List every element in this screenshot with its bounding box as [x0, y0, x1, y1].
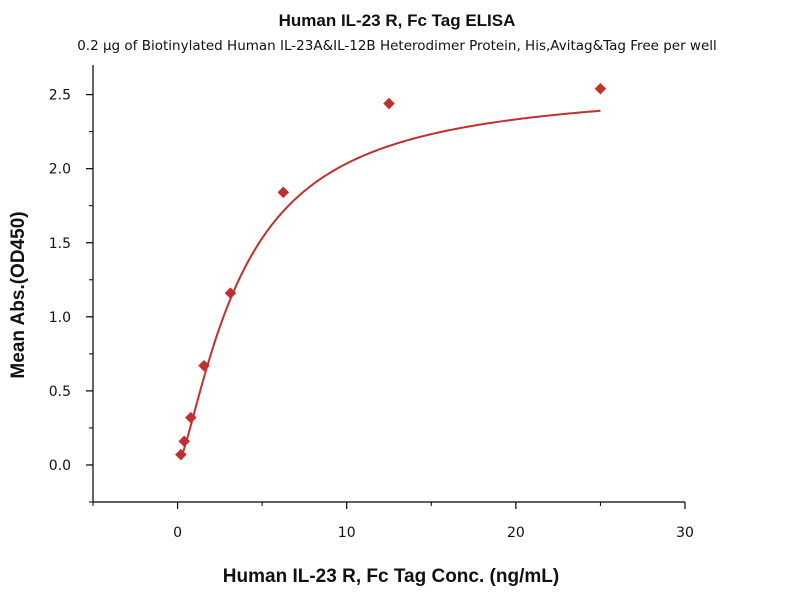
data-point	[175, 448, 187, 461]
y-tick-label: 1.5	[49, 236, 71, 252]
x-tick-label: 0	[173, 525, 182, 541]
data-point	[224, 287, 237, 299]
y-tick-label: 2.0	[49, 162, 71, 178]
x-tick-label: 20	[507, 525, 525, 541]
data-point	[198, 359, 210, 372]
y-tick-label: 2.5	[49, 88, 71, 104]
data-point	[383, 97, 395, 110]
y-tick-label: 0.5	[49, 384, 71, 400]
data-point	[184, 411, 197, 424]
y-tick-label: 0.0	[49, 458, 71, 474]
data-point	[178, 435, 191, 448]
x-tick-label: 10	[338, 525, 356, 541]
x-tick-label: 30	[676, 525, 694, 541]
x-axis-label: Human IL-23 R, Fc Tag Conc. (ng/mL)	[223, 566, 559, 587]
axes	[92, 65, 685, 503]
data-point	[277, 186, 290, 199]
y-tick-label: 1.0	[49, 310, 71, 326]
axis-ticks: 0 10 20 30 0.0 0.5 1.0 1.5 2.0 2.5	[49, 88, 694, 541]
chart-title: Human IL-23 R, Fc Tag ELISA	[279, 11, 516, 30]
fit-curve-group	[179, 109, 601, 459]
data-point	[594, 82, 607, 95]
fit-curve	[179, 109, 601, 459]
data-points-group	[175, 82, 607, 461]
chart-subtitle: 0.2 μg of Biotinylated Human IL-23A&IL-1…	[77, 38, 717, 54]
y-axis-label: Mean Abs.(OD450)	[8, 211, 29, 378]
